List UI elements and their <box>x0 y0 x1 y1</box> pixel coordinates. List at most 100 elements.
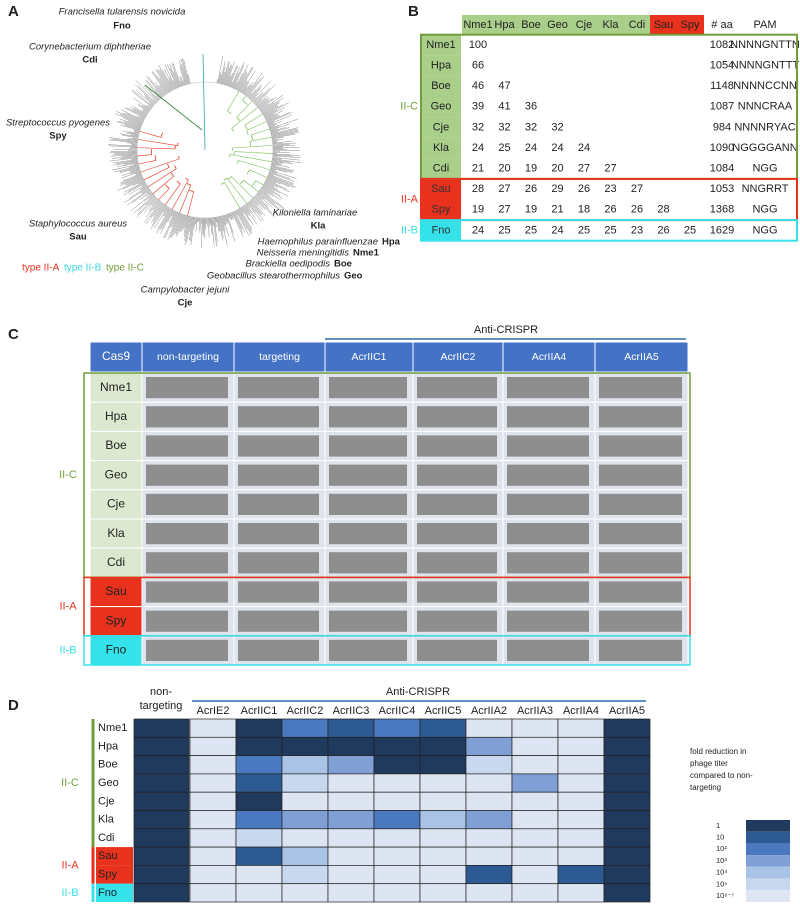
tree-branch <box>160 132 163 138</box>
tree-leaf <box>182 80 185 86</box>
tree-leaf <box>267 175 296 188</box>
tree-leaf <box>140 187 149 194</box>
column-header: Cas9 <box>102 349 130 363</box>
tree-leaf <box>217 216 223 241</box>
header-cell <box>502 341 596 373</box>
aa-length: 1090 <box>710 142 734 154</box>
row-label: Boe <box>105 438 127 452</box>
legend-label: 10⁴ <box>716 868 728 877</box>
tree-leaf <box>247 75 265 98</box>
tree-leaf <box>131 90 153 108</box>
tree-leaf <box>122 155 138 157</box>
species-name: Campylobacter jejuni <box>141 285 231 296</box>
tree-branch <box>164 183 181 206</box>
plate-image <box>329 406 407 428</box>
heat-cell <box>373 736 421 756</box>
tree-leaf <box>130 168 140 172</box>
identity-value: 28 <box>472 183 484 195</box>
group-label: II-B <box>401 224 418 236</box>
tree-leaf <box>173 71 181 87</box>
tree-leaf <box>263 104 283 116</box>
tree-leaf <box>221 215 225 226</box>
plate-image <box>329 639 407 661</box>
tree-leaf <box>183 215 189 235</box>
tree-leaf <box>168 79 175 90</box>
plate-image <box>417 523 497 545</box>
tree-leaf <box>132 105 147 115</box>
tree-leaf <box>148 199 159 211</box>
tree-leaf <box>268 173 294 184</box>
tree-leaf <box>156 74 169 94</box>
tree-leaf <box>108 144 138 147</box>
heat-cell <box>281 791 329 811</box>
plate-image <box>507 493 589 515</box>
tree-leaf <box>230 212 234 220</box>
heat-cell <box>557 865 605 885</box>
tree-leaf <box>156 85 165 96</box>
tree-branch <box>167 163 170 168</box>
heat-cell <box>327 755 375 775</box>
tree-leaf <box>123 179 144 190</box>
pam: NGGGGANN <box>732 142 797 154</box>
species-abbr: Spy <box>49 131 67 142</box>
tree-branch <box>236 160 239 164</box>
plate-image <box>146 493 228 515</box>
row-label: Cje <box>433 121 450 133</box>
group-border <box>83 635 691 666</box>
tree-branch <box>227 90 240 112</box>
tree-leaf <box>120 114 143 124</box>
tree-branch <box>246 130 249 136</box>
group-label: II-B <box>59 644 76 656</box>
row-label-bg <box>96 865 133 884</box>
heat-cell <box>373 810 421 830</box>
row-label-bg <box>421 34 461 56</box>
row-label: Cje <box>107 497 125 511</box>
tree-leaf <box>170 212 178 228</box>
tree-leaf <box>272 145 295 147</box>
tree-leaf <box>152 204 165 219</box>
tree-leaf <box>210 217 213 235</box>
row-label-bg <box>421 199 461 221</box>
tree-leaf <box>234 211 246 233</box>
tree-leaf <box>158 64 173 91</box>
tree-leaf <box>250 88 261 100</box>
aa-length: 1054 <box>710 60 734 72</box>
tree-branch <box>244 113 263 126</box>
plate-image <box>417 464 497 486</box>
legend-title: phage titer <box>690 759 728 768</box>
tree-leaf <box>213 217 218 243</box>
identity-value: 20 <box>551 163 563 175</box>
plate-image <box>417 639 497 661</box>
plate-image <box>417 377 497 399</box>
heat-cell <box>281 828 329 848</box>
row-label: Kla <box>433 142 450 154</box>
heat-cell <box>281 736 329 756</box>
tree-leaf <box>175 214 184 235</box>
tree-leaf <box>186 216 192 243</box>
tree-leaf <box>217 216 221 232</box>
row-label-bg <box>96 810 133 829</box>
column-header: targeting <box>140 700 183 712</box>
tree-leaf <box>254 195 269 209</box>
tree-leaf <box>182 215 188 230</box>
row-label: Kla <box>98 814 115 826</box>
tree-leaf <box>227 214 230 219</box>
tree-leaf <box>272 152 290 154</box>
tree-branch <box>147 168 177 188</box>
tree-leaf <box>179 66 186 85</box>
heat-cell <box>465 810 513 830</box>
identity-value: 21 <box>472 163 484 175</box>
tree-leaf <box>245 204 257 220</box>
heat-cell <box>281 883 329 903</box>
tree-branch <box>138 160 156 165</box>
plate-image <box>599 581 682 603</box>
tree-leaf <box>146 76 163 97</box>
tree-leaf <box>123 182 146 196</box>
tree-leaf <box>228 213 231 220</box>
tree-leaf <box>111 164 139 171</box>
tree-branch <box>186 183 191 186</box>
tree-branch <box>249 136 272 142</box>
plate-image <box>329 581 407 603</box>
tree-leaf <box>111 155 138 159</box>
column-header: Geo <box>547 19 568 31</box>
